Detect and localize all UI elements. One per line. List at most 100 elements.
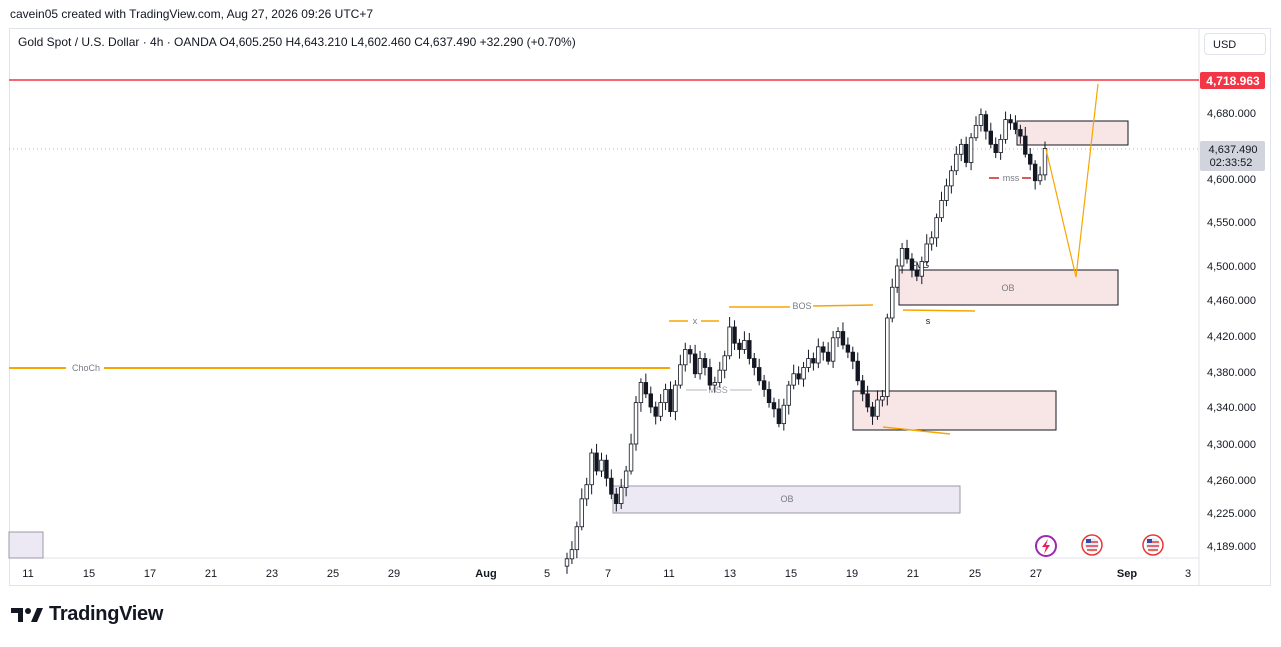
y-tick-label: 4,380.000 [1207,367,1256,379]
candle [697,350,703,380]
y-tick-label: 4,600.000 [1207,174,1256,186]
candle-body-up [978,114,984,126]
candle [658,394,663,422]
candle [914,262,920,282]
candle [747,332,752,365]
candle-body-up [885,317,890,397]
candle-body-down [766,389,772,404]
projection-path[interactable] [1045,83,1099,278]
candle [850,346,856,370]
candle-body-down [648,393,653,408]
candle-body-down [840,331,846,346]
candle [949,165,954,194]
x-tick-label: 25 [969,568,981,580]
brand-name: TradingView [49,603,164,625]
candle [830,331,836,368]
y-tick-label: 4,189.000 [1207,541,1256,553]
candle-body-up [954,153,959,172]
candle-body-down [1032,163,1038,182]
candle [806,349,811,373]
candle [599,452,604,477]
candle-body-up [919,261,925,277]
candle [791,364,796,390]
event-flash-icon[interactable] [1035,535,1057,557]
candle [968,133,974,171]
candle-body-up [890,286,895,319]
candle-body-down [747,340,752,359]
candle-body-up [589,452,594,486]
y-tick-label: 4,680.000 [1207,108,1256,120]
candle [880,389,885,407]
x-tick-label: 11 [663,568,674,580]
x-tick-label: 15 [83,568,95,580]
candle-body-up [998,138,1003,153]
x-tick-label: 19 [846,568,858,580]
sweep-line[interactable] [902,309,976,312]
candle-body-up [830,337,836,362]
x-label: x [693,316,698,326]
candle [855,352,860,386]
mss-label: MSS [708,385,728,395]
candle-body-down [914,269,920,277]
candle-body-down [870,406,875,417]
candle [796,366,801,385]
candle [988,122,993,149]
low-sweep-line[interactable] [882,426,951,435]
candle-body-down [594,452,599,472]
candle-body-down [702,358,708,368]
candle [801,361,806,387]
us-event-icon-2[interactable] [1142,534,1164,556]
candle-body-up [968,137,974,163]
candle-body-down [988,130,993,145]
y-tick-label: 4,500.000 [1207,261,1256,273]
candle-body-down [609,477,614,495]
candle [1037,166,1043,185]
candle [845,337,851,359]
candle [569,541,575,565]
currency-selector[interactable]: USD [1204,33,1266,55]
candle-body-down [855,360,860,382]
candle [668,381,673,417]
candle-body-up [623,470,629,488]
candle [983,110,989,140]
candle-body-down [796,373,801,380]
candle-body-up [628,443,634,472]
candle [761,374,767,397]
countdown-text: 02:33:52 [1210,157,1253,169]
candle [1018,124,1023,144]
candle-body-down [821,346,826,353]
bos-line-right[interactable] [812,304,874,307]
candle-body-down [1018,129,1023,137]
candle-body-up [929,237,934,245]
candle-body-up [697,358,703,375]
candle-body-down [963,143,969,163]
candle [594,443,599,476]
candle [919,256,925,285]
symbol-legend: Gold Spot / U.S. Dollar · 4h · OANDA O4,… [18,35,576,49]
y-tick-label: 4,460.000 [1207,295,1256,307]
candle [707,358,713,390]
chart-frame [9,28,1271,586]
y-tick-label: 4,550.000 [1207,217,1256,229]
candle [899,242,905,274]
candle [939,191,944,222]
x-tick-label: 25 [327,568,339,580]
candle-body-up [816,346,821,364]
candle-body-down [761,380,767,390]
x-tick-label: 21 [205,568,217,580]
candle-body-down [668,389,673,413]
candle-body-up [633,402,639,445]
x-tick-label: 7 [605,568,611,580]
candle-body-down [687,349,693,355]
us-event-icon-1[interactable] [1081,534,1103,556]
candle [756,358,762,386]
candle [786,380,791,415]
candle-body-up [619,487,624,504]
candle-body-down [845,344,851,353]
order-block-zone-lower [612,485,961,514]
candle-body-up [638,382,644,404]
candle [678,354,683,389]
candle-body-up [939,200,944,219]
candle-body-up [894,265,900,288]
